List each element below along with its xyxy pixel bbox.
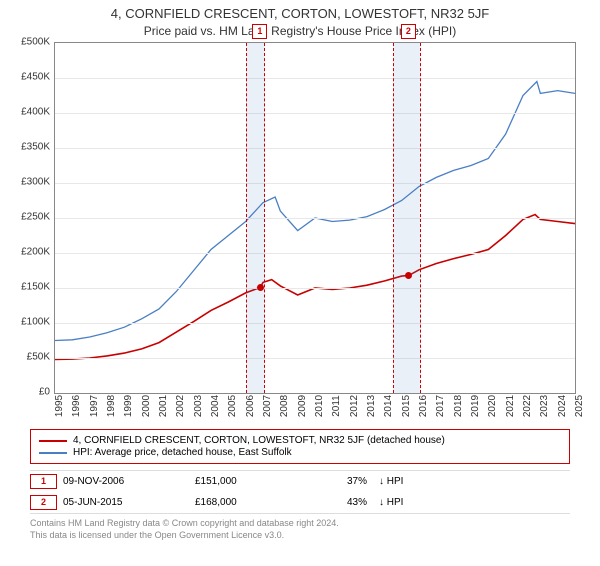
y-axis-label: £0 xyxy=(12,387,50,398)
y-axis-label: £450K xyxy=(12,72,50,83)
x-axis-label: 2005 xyxy=(227,395,238,417)
x-axis-label: 2010 xyxy=(314,395,325,417)
x-axis-label: 2022 xyxy=(522,395,533,417)
x-axis-label: 2006 xyxy=(245,395,256,417)
x-axis-label: 2009 xyxy=(297,395,308,417)
y-axis-label: £250K xyxy=(12,212,50,223)
sales-row: 2 05-JUN-2015 £168,000 43% ↓ HPI xyxy=(30,492,570,513)
sale-ref-badge: 1 xyxy=(30,474,57,489)
x-axis-label: 2014 xyxy=(383,395,394,417)
sales-row: 1 09-NOV-2006 £151,000 37% ↓ HPI xyxy=(30,471,570,492)
x-axis-label: 2024 xyxy=(557,395,568,417)
sale-ratio: 43% xyxy=(301,497,373,508)
sale-price: £168,000 xyxy=(189,497,301,508)
sale-dot xyxy=(257,284,264,291)
chart-title-1: 4, CORNFIELD CRESCENT, CORTON, LOWESTOFT… xyxy=(0,6,600,21)
y-axis-label: £100K xyxy=(12,317,50,328)
x-axis-label: 2017 xyxy=(435,395,446,417)
sale-ratio: 37% xyxy=(301,476,373,487)
sale-arrow: ↓ HPI xyxy=(373,497,435,508)
series-line-hpi xyxy=(55,82,575,341)
legend-box: 4, CORNFIELD CRESCENT, CORTON, LOWESTOFT… xyxy=(30,429,570,464)
y-axis-label: £150K xyxy=(12,282,50,293)
x-axis-label: 2020 xyxy=(487,395,498,417)
x-axis-label: 2012 xyxy=(349,395,360,417)
legend-swatch xyxy=(39,440,67,442)
y-axis-label: £350K xyxy=(12,142,50,153)
footer-attribution: Contains HM Land Registry data © Crown c… xyxy=(30,518,570,541)
legend-row: HPI: Average price, detached house, East… xyxy=(39,447,561,458)
x-axis-label: 2025 xyxy=(574,395,585,417)
x-axis-label: 2003 xyxy=(193,395,204,417)
footer-line: Contains HM Land Registry data © Crown c… xyxy=(30,518,570,530)
plot-area xyxy=(54,42,576,394)
legend-row: 4, CORNFIELD CRESCENT, CORTON, LOWESTOFT… xyxy=(39,435,561,446)
x-axis-label: 2013 xyxy=(366,395,377,417)
x-axis-label: 1996 xyxy=(71,395,82,417)
x-axis-label: 2021 xyxy=(505,395,516,417)
x-axis-label: 2008 xyxy=(279,395,290,417)
sale-date: 09-NOV-2006 xyxy=(57,476,189,487)
x-axis-label: 2011 xyxy=(331,395,342,417)
x-axis-label: 2007 xyxy=(262,395,273,417)
legend-swatch xyxy=(39,452,67,454)
chart-title-2: Price paid vs. HM Land Registry's House … xyxy=(0,24,600,38)
chart-container: 4, CORNFIELD CRESCENT, CORTON, LOWESTOFT… xyxy=(0,6,600,566)
x-axis-label: 1997 xyxy=(89,395,100,417)
sale-price: £151,000 xyxy=(189,476,301,487)
legend-label: 4, CORNFIELD CRESCENT, CORTON, LOWESTOFT… xyxy=(73,435,445,446)
footer-line: This data is licensed under the Open Gov… xyxy=(30,530,570,542)
x-axis-label: 2001 xyxy=(158,395,169,417)
x-axis-label: 2023 xyxy=(539,395,550,417)
x-axis-label: 2015 xyxy=(401,395,412,417)
x-axis-label: 1995 xyxy=(54,395,65,417)
y-axis-label: £500K xyxy=(12,37,50,48)
x-axis-label: 2002 xyxy=(175,395,186,417)
y-axis-label: £400K xyxy=(12,107,50,118)
x-axis-label: 2019 xyxy=(470,395,481,417)
sale-marker-badge: 2 xyxy=(401,24,416,39)
shaded-region xyxy=(246,43,265,393)
y-axis-label: £300K xyxy=(12,177,50,188)
y-axis-label: £50K xyxy=(12,352,50,363)
x-axis-label: 2000 xyxy=(141,395,152,417)
x-axis-label: 2004 xyxy=(210,395,221,417)
x-axis-label: 1998 xyxy=(106,395,117,417)
legend-label: HPI: Average price, detached house, East… xyxy=(73,447,292,458)
x-axis-label: 2018 xyxy=(453,395,464,417)
x-axis-label: 1999 xyxy=(123,395,134,417)
series-line-property xyxy=(55,215,575,360)
chart-area: £0 £50K £100K £150K £200K £250K £300K £350K £400… xyxy=(12,42,582,417)
x-axis-label: 2016 xyxy=(418,395,429,417)
sales-table: 1 09-NOV-2006 £151,000 37% ↓ HPI 2 05-JU… xyxy=(30,470,570,514)
sale-date: 05-JUN-2015 xyxy=(57,497,189,508)
y-axis-label: £200K xyxy=(12,247,50,258)
shaded-region xyxy=(393,43,421,393)
sale-arrow: ↓ HPI xyxy=(373,476,435,487)
sale-marker-badge: 1 xyxy=(252,24,267,39)
sale-ref-badge: 2 xyxy=(30,495,57,510)
